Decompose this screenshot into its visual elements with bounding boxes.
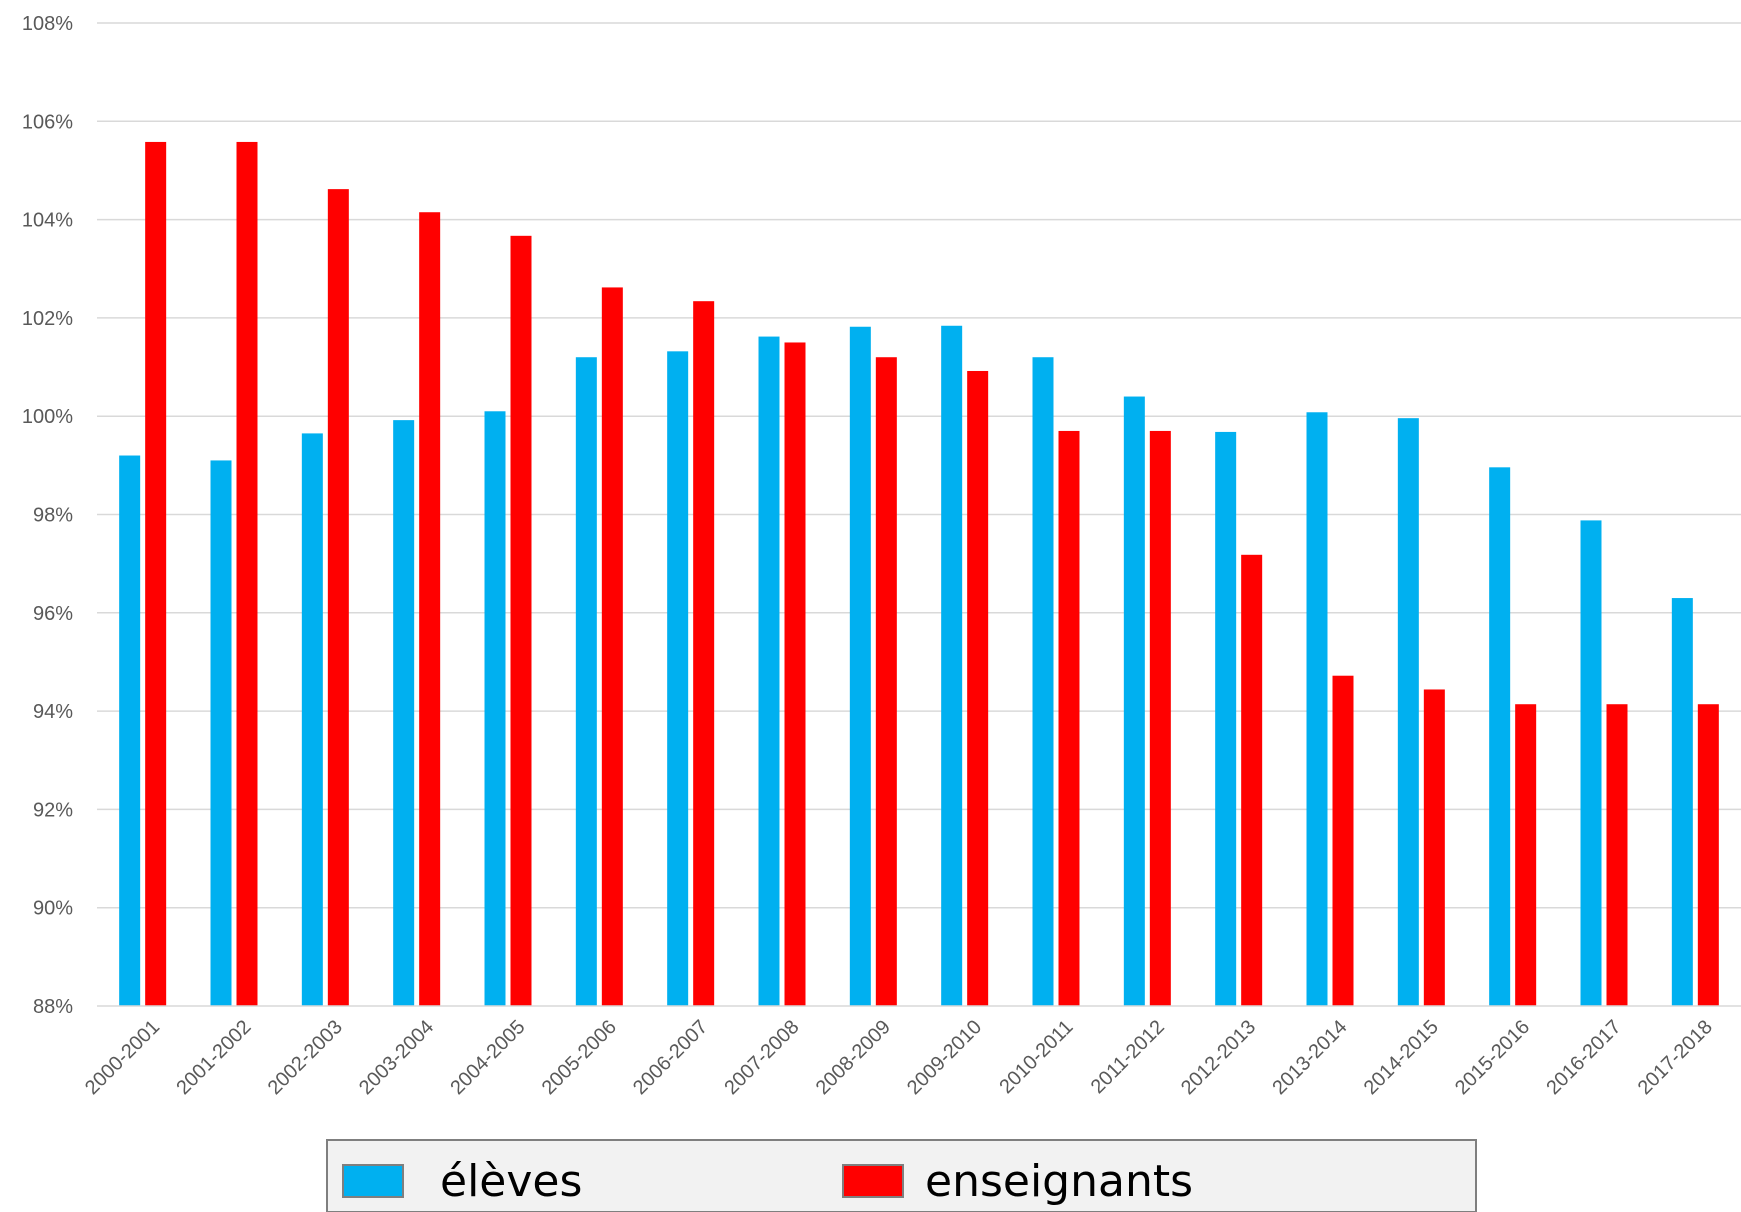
x-axis-ticks: 2000-2001 2001-2002 2002-2003 2003-2004 2004…: [81, 1016, 1717, 1099]
bar-enseignants-2014-2015: [1423, 689, 1445, 1006]
y-tick-label: 90%: [33, 898, 73, 920]
bar-enseignants-2000-2001: [145, 141, 167, 1006]
x-tick-label: 2010-2011: [995, 1016, 1077, 1098]
x-tick-label: 2002-2003: [264, 1016, 347, 1099]
bar-eleves-2003-2004: [393, 420, 415, 1007]
x-tick-label: 2003-2004: [355, 1016, 438, 1099]
bar-enseignants-2015-2016: [1515, 704, 1537, 1006]
x-tick-label: 2001-2002: [172, 1016, 255, 1099]
bar-enseignants-2016-2017: [1606, 704, 1628, 1006]
y-tick-label: 98%: [33, 505, 73, 527]
x-tick-label: 2011-2012: [1087, 1016, 1169, 1098]
y-tick-label: 100%: [22, 406, 73, 428]
legend-swatch-enseignants: [842, 1164, 904, 1198]
bar-eleves-2006-2007: [667, 351, 689, 1006]
y-tick-label: 108%: [22, 13, 73, 35]
x-tick-label: 2004-2005: [446, 1016, 529, 1099]
x-tick-label: 2008-2009: [812, 1016, 895, 1099]
bar-eleves-2009-2010: [941, 325, 963, 1006]
bar-eleves-2013-2014: [1306, 412, 1328, 1006]
bar-enseignants-2012-2013: [1241, 554, 1263, 1006]
y-tick-label: 88%: [33, 996, 73, 1018]
bar-enseignants-2007-2008: [784, 342, 806, 1007]
bar-enseignants-2001-2002: [236, 141, 258, 1006]
bar-enseignants-2010-2011: [1058, 430, 1080, 1006]
bar-enseignants-2005-2006: [601, 287, 623, 1006]
bar-eleves-2011-2012: [1123, 396, 1145, 1006]
bar-enseignants-2004-2005: [510, 235, 532, 1006]
x-tick-label: 2006-2007: [629, 1016, 712, 1099]
y-tick-label: 104%: [22, 210, 73, 232]
x-tick-label: 2013-2014: [1268, 1016, 1351, 1099]
x-tick-label: 2005-2006: [538, 1016, 621, 1099]
bar-enseignants-2009-2010: [967, 370, 989, 1006]
gridlines: [97, 22, 1741, 909]
y-tick-label: 92%: [33, 799, 73, 821]
bar-eleves-2014-2015: [1397, 418, 1419, 1006]
legend: élèves enseignants: [326, 1139, 1477, 1212]
y-axis-ticks: 88% 90% 92% 94% 96% 98% 100% 102% 104% 106% 108%: [22, 13, 73, 1018]
x-tick-label: 2012-2013: [1177, 1016, 1260, 1099]
x-tick-label: 2015-2016: [1451, 1016, 1534, 1099]
bars: [119, 141, 1719, 1007]
bar-enseignants-2006-2007: [693, 301, 715, 1007]
bar-eleves-2000-2001: [119, 455, 141, 1006]
bar-eleves-2016-2017: [1580, 520, 1602, 1006]
bar-enseignants-2017-2018: [1697, 704, 1719, 1006]
x-tick-label: 2016-2017: [1542, 1016, 1625, 1099]
x-tick-label: 2009-2010: [903, 1016, 986, 1099]
y-tick-label: 94%: [33, 701, 73, 723]
bar-eleves-2008-2009: [849, 326, 871, 1006]
x-tick-label: 2007-2008: [720, 1016, 803, 1099]
y-tick-label: 96%: [33, 603, 73, 625]
x-tick-label: 2014-2015: [1360, 1016, 1443, 1099]
x-tick-label: 2000-2001: [81, 1016, 164, 1099]
bar-eleves-2001-2002: [210, 460, 232, 1006]
bar-eleves-2017-2018: [1671, 598, 1693, 1006]
x-tick-label: 2017-2018: [1634, 1016, 1717, 1099]
bar-eleves-2012-2013: [1215, 431, 1237, 1007]
legend-label-enseignants: enseignants: [925, 1156, 1193, 1207]
bar-enseignants-2013-2014: [1332, 675, 1354, 1006]
bar-enseignants-2003-2004: [419, 212, 441, 1007]
bar-eleves-2002-2003: [301, 433, 323, 1007]
bar-enseignants-2002-2003: [327, 189, 349, 1006]
y-tick-label: 102%: [22, 308, 73, 330]
bar-eleves-2015-2016: [1489, 467, 1511, 1006]
legend-swatch-eleves: [342, 1164, 404, 1198]
y-tick-label: 106%: [22, 111, 73, 133]
bar-enseignants-2008-2009: [875, 357, 897, 1007]
bar-enseignants-2011-2012: [1149, 430, 1171, 1006]
legend-label-eleves: élèves: [440, 1156, 582, 1207]
bar-eleves-2010-2011: [1032, 357, 1054, 1007]
bar-eleves-2004-2005: [484, 411, 506, 1006]
bar-eleves-2005-2006: [575, 357, 597, 1007]
bar-eleves-2007-2008: [758, 336, 780, 1006]
